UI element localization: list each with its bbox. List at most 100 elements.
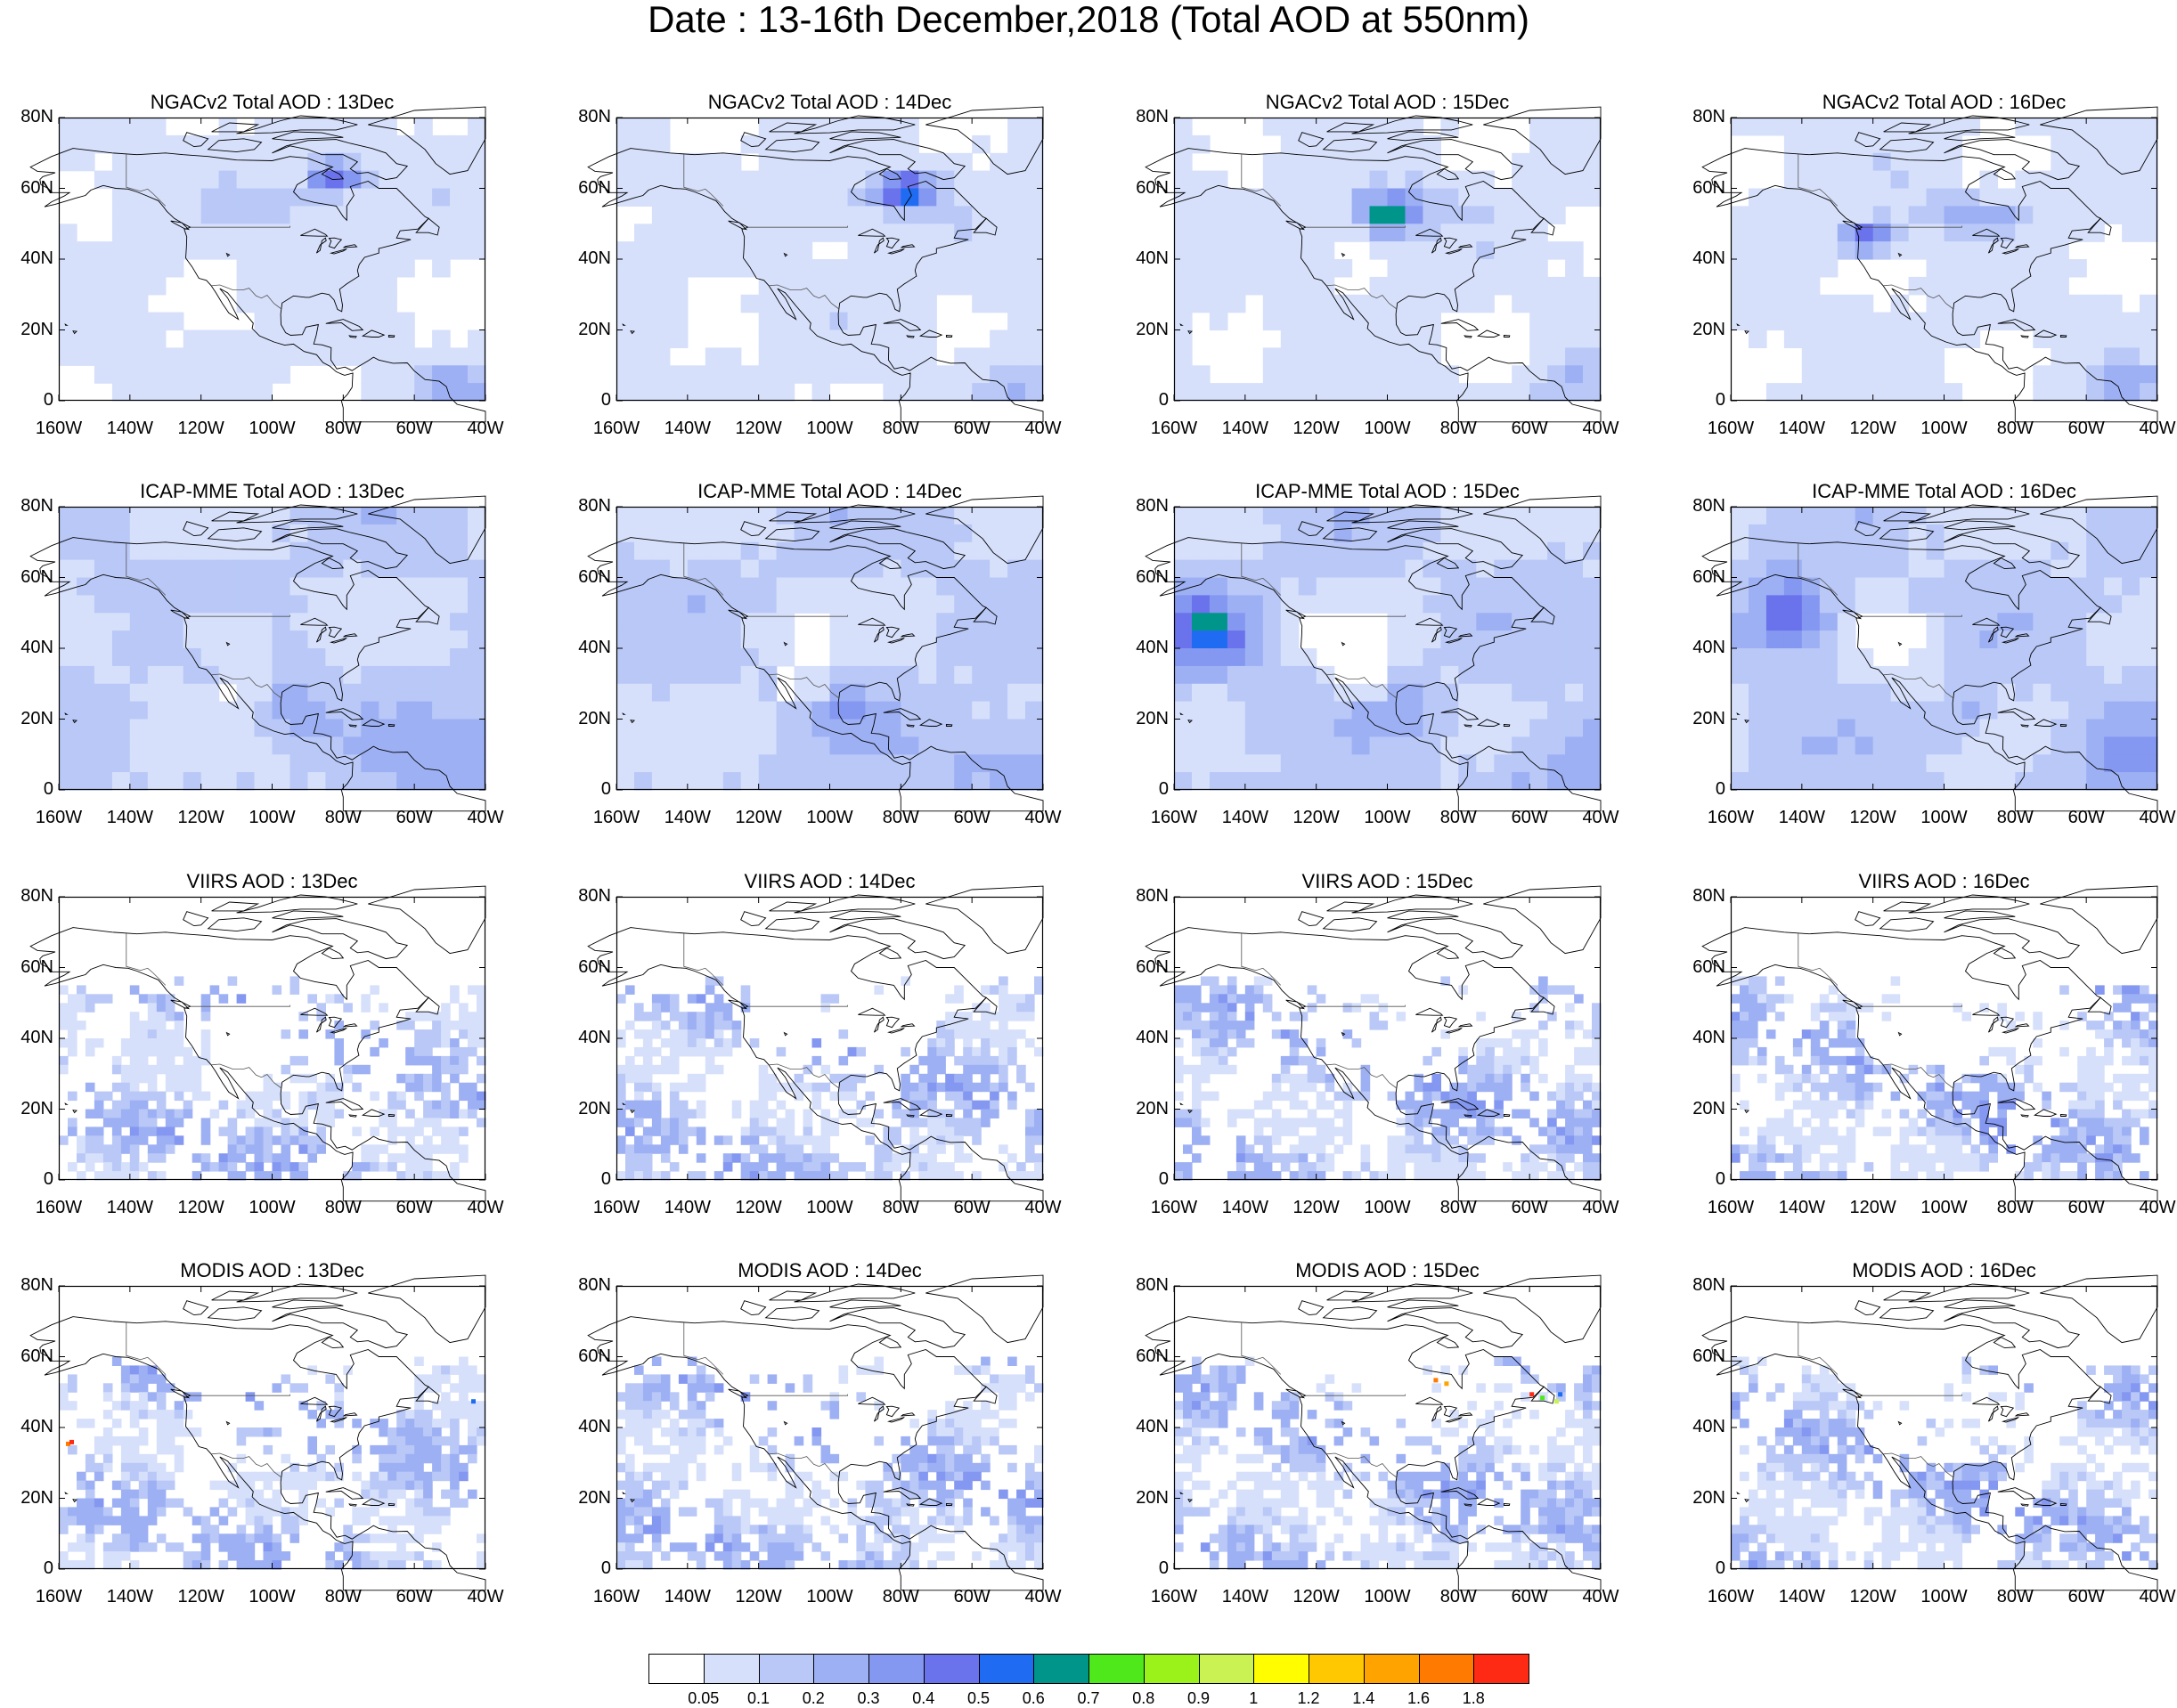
lon-tick-label: 120W: [1849, 1198, 1896, 1217]
lon-tick-label: 60W: [395, 419, 433, 438]
lat-tick-label: 20N: [578, 319, 611, 339]
aod-map: [1701, 106, 2158, 423]
colorbar-label: 0.6: [1022, 1689, 1045, 1707]
aod-map: [29, 1274, 486, 1591]
lon-tick-label: 80W: [1996, 808, 2034, 827]
colorbar-label: 1.8: [1462, 1689, 1485, 1707]
lat-tick-label: 0: [1158, 1169, 1169, 1189]
panel-modis-4: MODIS AOD : 16Dec 80N 60N 40N 20N 0 160W 140W 12…: [1692, 1259, 2175, 1606]
aod-map: [1701, 1274, 2158, 1591]
lat-tick-label: 80N: [20, 496, 53, 516]
lat-tick-label: 0: [600, 1558, 611, 1578]
panel-ngacv2-4: NGACv2 Total AOD : 16Dec 80N 60N 40N 20N 0 160…: [1692, 91, 2175, 438]
lon-tick-label: 40W: [2139, 808, 2176, 827]
lon-tick-label: 120W: [1849, 419, 1896, 438]
lat-tick-label: 60N: [20, 177, 53, 198]
colorbar-label: 0.4: [912, 1689, 935, 1707]
coastlines: [587, 495, 1044, 812]
lon-tick-label: 60W: [953, 1587, 991, 1606]
lat-tick-label: 80N: [1692, 886, 1725, 906]
lon-tick-label: 120W: [735, 1587, 782, 1606]
panel-icap-mme-1: ICAP-MME Total AOD : 13Dec 80N 60N 40N 20N 0 1…: [20, 480, 503, 827]
lat-tick-label: 80N: [1136, 107, 1169, 126]
lat-tick-label: 60N: [1692, 566, 1725, 587]
aod-map: [1701, 495, 2158, 812]
lon-tick-label: 60W: [1511, 419, 1548, 438]
lon-tick-label: 100W: [1920, 419, 1968, 438]
lon-tick-label: 140W: [664, 1198, 711, 1217]
lon-tick-label: 140W: [1221, 808, 1268, 827]
aod-field: [59, 976, 486, 1181]
panel-title: NGACv2 Total AOD : 16Dec: [1822, 91, 2067, 113]
lat-tick-label: 60N: [578, 177, 611, 198]
lon-tick-label: 160W: [1707, 808, 1755, 827]
lon-tick-label: 60W: [1511, 1587, 1548, 1606]
lat-tick-label: 80N: [578, 496, 611, 516]
colorbar-label: 1.2: [1297, 1689, 1320, 1707]
panel-viirs-2: VIIRS AOD : 14Dec 80N 60N 40N 20N 0 160W 140W 12…: [578, 870, 1061, 1217]
aod-field: [616, 118, 1044, 402]
lat-tick-label: 80N: [578, 107, 611, 126]
lon-tick-label: 160W: [1150, 808, 1198, 827]
colorbar-swatch: [813, 1654, 869, 1684]
panel-icap-mme-3: ICAP-MME Total AOD : 15Dec 80N 60N 40N 20N 0 1…: [1136, 480, 1618, 827]
lon-tick-label: 140W: [1221, 1587, 1268, 1606]
colorbar-swatch: [1253, 1654, 1309, 1684]
lon-tick-label: 100W: [1364, 808, 1411, 827]
lat-tick-label: 40N: [578, 1028, 611, 1047]
lat-tick-label: 40N: [20, 638, 53, 657]
lon-tick-label: 80W: [882, 1587, 919, 1606]
colorbar: [648, 1654, 1529, 1684]
lon-tick-label: 160W: [1707, 419, 1755, 438]
lat-tick-label: 40N: [1136, 638, 1169, 657]
lon-tick-label: 160W: [592, 1198, 640, 1217]
colorbar-label: 0.9: [1186, 1689, 1211, 1707]
panel-modis-1: MODIS AOD : 13Dec 80N 60N 40N 20N 0 160W 140W 12…: [20, 1259, 503, 1606]
lat-tick-label: 40N: [1692, 248, 1725, 268]
aod-field: [1174, 507, 1602, 791]
lon-tick-label: 100W: [806, 419, 853, 438]
lat-tick-label: 60N: [1692, 177, 1725, 198]
aod-map: [29, 106, 486, 423]
panel-title: VIIRS AOD : 13Dec: [186, 870, 358, 892]
aod-map: [587, 106, 1044, 423]
lon-tick-label: 80W: [1996, 1587, 2034, 1606]
lon-tick-label: 80W: [1439, 1198, 1477, 1217]
lat-tick-label: 40N: [1136, 248, 1169, 268]
colorbar-swatch: [648, 1654, 705, 1684]
aod-map: [29, 495, 486, 812]
lat-tick-label: 0: [1158, 779, 1169, 799]
coastlines: [587, 106, 1044, 423]
lon-tick-label: 160W: [592, 1587, 640, 1606]
panel-title: ICAP-MME Total AOD : 13Dec: [140, 480, 404, 502]
lon-tick-label: 60W: [2067, 1587, 2105, 1606]
lat-tick-label: 40N: [1692, 1417, 1725, 1436]
lon-tick-label: 80W: [1996, 419, 2034, 438]
colorbar-swatch: [1198, 1654, 1255, 1684]
colorbar-label: 0.7: [1077, 1689, 1100, 1707]
lon-tick-label: 40W: [1024, 1198, 1062, 1217]
lat-tick-label: 20N: [1136, 1098, 1169, 1118]
lat-tick-label: 60N: [1692, 956, 1725, 977]
lon-tick-label: 100W: [249, 1198, 296, 1217]
lon-tick-label: 40W: [1582, 808, 1619, 827]
lat-tick-label: 20N: [1136, 1487, 1169, 1508]
lat-tick-label: 40N: [1136, 1417, 1169, 1436]
lon-tick-label: 40W: [1024, 808, 1062, 827]
lon-tick-label: 160W: [35, 1198, 83, 1217]
lat-tick-label: 0: [1715, 390, 1725, 410]
lat-tick-label: 20N: [1692, 708, 1725, 728]
lon-tick-label: 100W: [1920, 1198, 1968, 1217]
colorbar-label: 0.3: [857, 1689, 880, 1707]
panel-ngacv2-1: NGACv2 Total AOD : 13Dec 80N 60N 40N 20N 0 160…: [20, 91, 503, 438]
lon-tick-label: 160W: [1150, 1587, 1198, 1606]
colorbar-swatch: [923, 1654, 980, 1684]
colorbar-label: 1.6: [1406, 1689, 1431, 1707]
lon-tick-label: 80W: [882, 808, 919, 827]
colorbar-swatch: [1309, 1654, 1365, 1684]
lat-tick-label: 60N: [578, 566, 611, 587]
figure-title: Date : 13-16th December,2018 (Total AOD …: [648, 0, 1529, 40]
lat-tick-label: 0: [600, 1169, 611, 1189]
colorbar-swatch: [1033, 1654, 1089, 1684]
lon-tick-label: 100W: [806, 1198, 853, 1217]
